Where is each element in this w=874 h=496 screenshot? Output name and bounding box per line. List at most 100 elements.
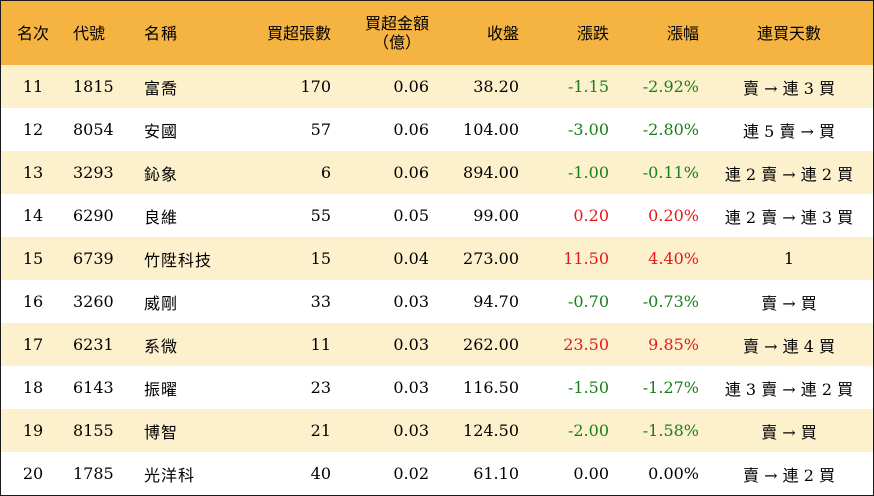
cell-change-pct: -0.73%	[609, 280, 699, 323]
cell-net-buy-lots: 11	[250, 323, 331, 366]
cell-change-pct: 9.85%	[609, 323, 699, 366]
cell-rank: 14	[1, 194, 65, 237]
cell-change-pct: -2.80%	[609, 108, 699, 151]
table-row: 18 6143 振曜 23 0.03 116.50 -1.50 -1.27% 連 3 賣 → 連…	[1, 366, 873, 409]
header-net-buy-lots: 買超張數	[250, 1, 331, 65]
cell-net-buy-lots: 170	[250, 65, 331, 108]
cell-name: 富喬	[141, 65, 250, 108]
cell-change: -1.00	[519, 151, 609, 194]
cell-net-buy-lots: 55	[250, 194, 331, 237]
cell-net-buy-amount: 0.03	[331, 323, 429, 366]
cell-change-pct: 0.00%	[609, 452, 699, 495]
cell-name: 竹陞科技	[141, 237, 250, 280]
header-change: 漲跌	[519, 1, 609, 65]
cell-code: 3260	[65, 280, 141, 323]
table-header: 名次 代號 名稱 買超張數 買超金額 （億） 收盤 漲跌 漲幅 連買天數	[1, 1, 873, 65]
cell-code: 8054	[65, 108, 141, 151]
cell-rank: 18	[1, 366, 65, 409]
cell-change-pct: -1.58%	[609, 409, 699, 452]
cell-net-buy-amount: 0.05	[331, 194, 429, 237]
table-row: 13 3293 鈊象 6 0.06 894.00 -1.00 -0.11% 連 2 賣 → 連 …	[1, 151, 873, 194]
cell-name: 光洋科	[141, 452, 250, 495]
header-close: 收盤	[429, 1, 519, 65]
cell-code: 1785	[65, 452, 141, 495]
cell-code: 3293	[65, 151, 141, 194]
cell-rank: 19	[1, 409, 65, 452]
header-net-buy-amount-line2: （億）	[372, 33, 421, 52]
cell-rank: 11	[1, 65, 65, 108]
cell-change-pct: 4.40%	[609, 237, 699, 280]
cell-code: 8155	[65, 409, 141, 452]
cell-consecutive-days: 連 2 賣 → 連 3 買	[699, 194, 873, 237]
cell-consecutive-days: 1	[699, 237, 873, 280]
cell-name: 安國	[141, 108, 250, 151]
cell-rank: 16	[1, 280, 65, 323]
header-net-buy-amount-line1: 買超金額	[364, 14, 429, 33]
cell-code: 6739	[65, 237, 141, 280]
cell-net-buy-amount: 0.06	[331, 151, 429, 194]
cell-net-buy-lots: 23	[250, 366, 331, 409]
table-body: 11 1815 富喬 170 0.06 38.20 -1.15 -2.92% 賣 → 連 3 買…	[1, 65, 873, 495]
cell-close: 116.50	[429, 366, 519, 409]
cell-change-pct: -1.27%	[609, 366, 699, 409]
cell-close: 104.00	[429, 108, 519, 151]
cell-name: 鈊象	[141, 151, 250, 194]
cell-consecutive-days: 連 2 賣 → 連 2 買	[699, 151, 873, 194]
cell-net-buy-amount: 0.02	[331, 452, 429, 495]
cell-consecutive-days: 賣 → 連 4 買	[699, 323, 873, 366]
cell-change: -3.00	[519, 108, 609, 151]
cell-rank: 15	[1, 237, 65, 280]
cell-close: 94.70	[429, 280, 519, 323]
header-rank: 名次	[1, 1, 65, 65]
cell-consecutive-days: 連 5 賣 → 買	[699, 108, 873, 151]
cell-change: 0.20	[519, 194, 609, 237]
cell-close: 273.00	[429, 237, 519, 280]
cell-rank: 17	[1, 323, 65, 366]
cell-rank: 12	[1, 108, 65, 151]
header-net-buy-amount: 買超金額 （億）	[331, 1, 429, 65]
cell-consecutive-days: 賣 → 買	[699, 280, 873, 323]
cell-close: 262.00	[429, 323, 519, 366]
table-row: 14 6290 良維 55 0.05 99.00 0.20 0.20% 連 2 賣 → 連 3 …	[1, 194, 873, 237]
cell-code: 1815	[65, 65, 141, 108]
cell-change-pct: 0.20%	[609, 194, 699, 237]
cell-change-pct: -2.92%	[609, 65, 699, 108]
cell-rank: 20	[1, 452, 65, 495]
cell-net-buy-lots: 15	[250, 237, 331, 280]
cell-consecutive-days: 賣 → 買	[699, 409, 873, 452]
cell-net-buy-lots: 21	[250, 409, 331, 452]
table-row: 12 8054 安國 57 0.06 104.00 -3.00 -2.80% 連 5 賣 → 買	[1, 108, 873, 151]
cell-change-pct: -0.11%	[609, 151, 699, 194]
cell-net-buy-lots: 57	[250, 108, 331, 151]
cell-close: 38.20	[429, 65, 519, 108]
table-row: 20 1785 光洋科 40 0.02 61.10 0.00 0.00% 賣 → 連 2 買	[1, 452, 873, 495]
header-row: 名次 代號 名稱 買超張數 買超金額 （億） 收盤 漲跌 漲幅 連買天數	[1, 1, 873, 65]
header-consecutive-days: 連買天數	[699, 1, 873, 65]
cell-net-buy-amount: 0.04	[331, 237, 429, 280]
cell-name: 威剛	[141, 280, 250, 323]
cell-consecutive-days: 連 3 賣 → 連 2 買	[699, 366, 873, 409]
table-row: 11 1815 富喬 170 0.06 38.20 -1.15 -2.92% 賣 → 連 3 買	[1, 65, 873, 108]
cell-net-buy-amount: 0.06	[331, 108, 429, 151]
cell-close: 124.50	[429, 409, 519, 452]
cell-change: 0.00	[519, 452, 609, 495]
cell-net-buy-amount: 0.03	[331, 366, 429, 409]
cell-name: 系微	[141, 323, 250, 366]
cell-change: 11.50	[519, 237, 609, 280]
table-row: 19 8155 博智 21 0.03 124.50 -2.00 -1.58% 賣 → 買	[1, 409, 873, 452]
cell-close: 99.00	[429, 194, 519, 237]
cell-code: 6143	[65, 366, 141, 409]
cell-consecutive-days: 賣 → 連 2 買	[699, 452, 873, 495]
cell-consecutive-days: 賣 → 連 3 買	[699, 65, 873, 108]
cell-close: 894.00	[429, 151, 519, 194]
cell-net-buy-lots: 6	[250, 151, 331, 194]
table-row: 16 3260 威剛 33 0.03 94.70 -0.70 -0.73% 賣 → 買	[1, 280, 873, 323]
cell-code: 6290	[65, 194, 141, 237]
cell-net-buy-lots: 40	[250, 452, 331, 495]
cell-change: -2.00	[519, 409, 609, 452]
table-row: 15 6739 竹陞科技 15 0.04 273.00 11.50 4.40% 1	[1, 237, 873, 280]
cell-name: 良維	[141, 194, 250, 237]
cell-net-buy-amount: 0.06	[331, 65, 429, 108]
